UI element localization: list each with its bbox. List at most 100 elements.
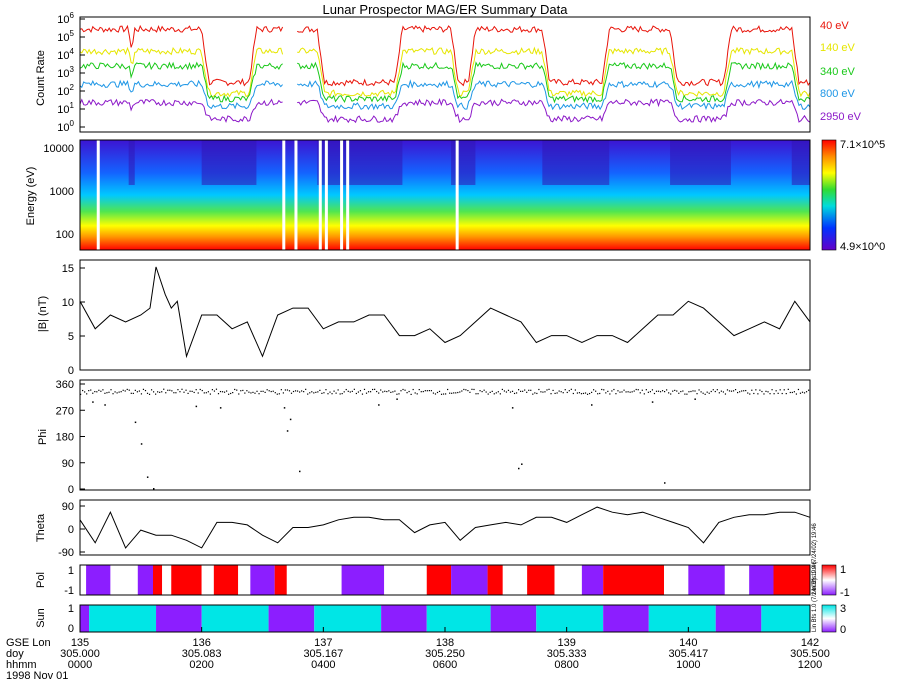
phi-point — [692, 390, 694, 392]
phi-point — [187, 392, 189, 394]
polarity-tick-1: -1 — [64, 585, 74, 597]
phi-point — [276, 393, 278, 395]
x-tick-hhmm-0: 0000 — [68, 659, 92, 671]
phi-point — [491, 390, 493, 392]
field-magnitude-frame — [79, 259, 811, 371]
spectrogram-orbit-bands — [128, 140, 810, 185]
phi-point — [655, 390, 658, 392]
phi-point — [442, 393, 445, 395]
phi-point — [726, 389, 729, 391]
phi-outlier-9 — [286, 430, 289, 432]
phi-point — [451, 392, 453, 394]
phi-point — [647, 391, 649, 393]
phi-point — [737, 391, 739, 394]
phi-point — [195, 389, 197, 391]
phi-point — [80, 393, 82, 395]
polarity-segment-20 — [554, 565, 582, 595]
phi-point — [116, 392, 118, 394]
phi-point — [522, 390, 524, 392]
phi-point — [410, 393, 412, 396]
phi-outlier-17 — [591, 404, 593, 406]
phi-point — [775, 390, 777, 392]
phi-point — [282, 392, 284, 394]
phi-outlier-10 — [289, 418, 292, 421]
phi-point — [761, 390, 763, 393]
spectrogram-night-band-3 — [451, 140, 476, 185]
phi-point — [144, 389, 147, 392]
x-tick-doy-2: 305.167 — [303, 648, 343, 660]
count-rate-tick-1: 105 — [57, 29, 74, 44]
count-rate-tick-6: 100 — [57, 119, 74, 134]
phi-point — [193, 391, 195, 394]
phi-point — [169, 389, 171, 391]
phi-point — [288, 390, 291, 392]
phi-point — [708, 392, 710, 394]
phi-point — [110, 389, 112, 391]
phi-point — [807, 389, 810, 391]
phi-point — [284, 389, 287, 391]
count-rate-tick-2: 104 — [57, 47, 74, 62]
phi-point — [635, 388, 637, 391]
polarity-segment-22 — [603, 565, 664, 595]
phi-point — [560, 391, 562, 393]
phi-point — [777, 392, 779, 394]
phi-point — [428, 389, 430, 392]
polarity-segment-24 — [688, 565, 725, 595]
phi-point — [702, 392, 704, 394]
field-magnitude-tick-2: 5 — [68, 331, 74, 343]
phi-point — [361, 393, 364, 395]
phi-point — [564, 389, 566, 391]
phi-point — [582, 392, 585, 395]
legend-2950ev: 2950 eV — [820, 111, 862, 123]
phi-tick-1: 270 — [56, 405, 74, 417]
phi-point — [317, 391, 319, 393]
polarity-segment-25 — [724, 565, 750, 595]
polarity-segment-15 — [426, 565, 452, 595]
phi-point — [359, 390, 362, 392]
phi-point — [104, 392, 106, 394]
phi-point — [106, 392, 108, 394]
phi-outlier-6 — [195, 405, 198, 408]
x-tick-lon-4: 139 — [557, 637, 575, 649]
sunlight-segment-9 — [536, 605, 604, 632]
phi-outlier-19 — [664, 482, 666, 484]
phi-point — [376, 390, 378, 393]
phi-point — [223, 391, 226, 393]
phi-point — [238, 393, 240, 395]
phi-point — [100, 390, 102, 392]
phi-point — [290, 392, 293, 394]
sunlight-legend-text: Lin Bfs 1.0 (7/24/02) 19:46 — [812, 561, 818, 632]
x-tick-lon-3: 138 — [436, 637, 454, 649]
phi-point — [743, 390, 745, 392]
phi-point — [414, 392, 416, 394]
phi-point — [501, 388, 503, 391]
phi-point — [157, 391, 159, 393]
phi-point — [657, 390, 660, 392]
polarity-segment-7 — [201, 565, 214, 595]
phi-point — [793, 391, 795, 393]
phi-point — [327, 393, 329, 395]
phi-point — [177, 389, 179, 391]
phi-point — [805, 391, 808, 393]
phi-point — [307, 393, 309, 395]
spectrogram-gap-4 — [324, 140, 328, 250]
phi-outlier-20 — [694, 398, 696, 400]
phi-point — [607, 390, 609, 392]
phi-point — [331, 393, 333, 395]
spectrogram-panel: Energy (eV) 10000 1000 100 7.1×10^5 4.9×10… — [25, 139, 885, 253]
phi-point — [503, 390, 506, 392]
polarity-tick-0: 1 — [68, 565, 74, 577]
phi-point — [755, 389, 757, 391]
phi-point — [412, 388, 414, 391]
phi-point — [173, 392, 175, 394]
theta-tick-0: 90 — [62, 501, 74, 513]
figure-title: Lunar Prospector MAG/ER Summary Data — [323, 2, 569, 17]
phi-point — [408, 390, 410, 393]
phi-point — [347, 390, 349, 392]
phi-point — [392, 391, 394, 393]
phi-point — [520, 390, 522, 392]
phi-point — [264, 391, 266, 393]
sunlight-segment-10 — [603, 605, 649, 632]
phi-point — [487, 393, 489, 395]
phi-point — [706, 391, 708, 393]
